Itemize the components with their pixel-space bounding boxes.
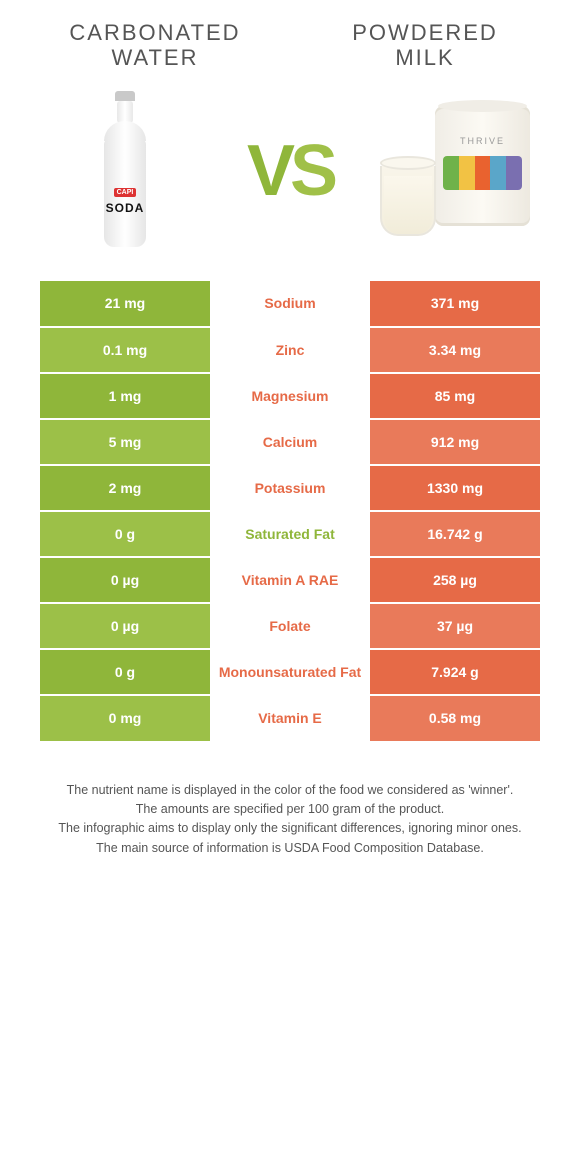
left-value: 21 mg [40,281,210,327]
footer-notes: The nutrient name is displayed in the co… [40,781,540,859]
can-stripes [443,156,522,190]
left-value: 0 g [40,511,210,557]
right-value: 258 µg [370,557,540,603]
soda-bottle-icon: CAPI SODA [99,91,151,251]
left-value: 1 mg [40,373,210,419]
right-value: 16.742 g [370,511,540,557]
right-value: 85 mg [370,373,540,419]
table-row: 0 µgVitamin A RAE258 µg [40,557,540,603]
right-value: 912 mg [370,419,540,465]
images-row: CAPI SODA VS THRIVE [40,81,540,261]
nutrient-name: Saturated Fat [210,511,370,557]
titles-row: CARBONATEDWATER POWDEREDMILK [40,20,540,71]
nutrient-name: Zinc [210,327,370,373]
footer-line: The infographic aims to display only the… [40,819,540,838]
vs-text: VS [247,130,333,212]
powdered-milk-icon: THRIVE [370,96,540,246]
table-row: 0 µgFolate37 µg [40,603,540,649]
left-value: 0.1 mg [40,327,210,373]
left-value: 0 µg [40,603,210,649]
table-row: 5 mgCalcium912 mg [40,419,540,465]
right-value: 1330 mg [370,465,540,511]
right-image: THRIVE [370,86,540,256]
comparison-table: 21 mgSodium371 mg0.1 mgZinc3.34 mg1 mgMa… [40,281,540,741]
left-value: 0 mg [40,695,210,741]
can-brand: THRIVE [435,136,530,146]
table-row: 0.1 mgZinc3.34 mg [40,327,540,373]
infographic: CARBONATEDWATER POWDEREDMILK CAPI SODA V… [0,0,580,888]
right-value: 0.58 mg [370,695,540,741]
table-row: 0 mgVitamin E0.58 mg [40,695,540,741]
nutrient-name: Vitamin E [210,695,370,741]
table-row: 2 mgPotassium1330 mg [40,465,540,511]
nutrient-name: Monounsaturated Fat [210,649,370,695]
nutrient-name: Sodium [210,281,370,327]
nutrient-name: Calcium [210,419,370,465]
table-row: 0 gMonounsaturated Fat7.924 g [40,649,540,695]
left-value: 0 g [40,649,210,695]
table-body: 21 mgSodium371 mg0.1 mgZinc3.34 mg1 mgMa… [40,281,540,741]
left-title: CARBONATEDWATER [40,20,270,71]
bottle-soda-text: SODA [106,201,145,215]
nutrient-name: Magnesium [210,373,370,419]
left-value: 5 mg [40,419,210,465]
right-value: 37 µg [370,603,540,649]
footer-line: The nutrient name is displayed in the co… [40,781,540,800]
footer-line: The amounts are specified per 100 gram o… [40,800,540,819]
bottle-tag: CAPI [114,188,137,197]
table-row: 1 mgMagnesium85 mg [40,373,540,419]
nutrient-name: Potassium [210,465,370,511]
right-value: 3.34 mg [370,327,540,373]
footer-line: The main source of information is USDA F… [40,839,540,858]
right-value: 371 mg [370,281,540,327]
right-title: POWDEREDMILK [310,20,540,71]
left-value: 0 µg [40,557,210,603]
table-row: 21 mgSodium371 mg [40,281,540,327]
left-value: 2 mg [40,465,210,511]
table-row: 0 gSaturated Fat16.742 g [40,511,540,557]
nutrient-name: Folate [210,603,370,649]
left-image: CAPI SODA [40,86,210,256]
right-value: 7.924 g [370,649,540,695]
nutrient-name: Vitamin A RAE [210,557,370,603]
